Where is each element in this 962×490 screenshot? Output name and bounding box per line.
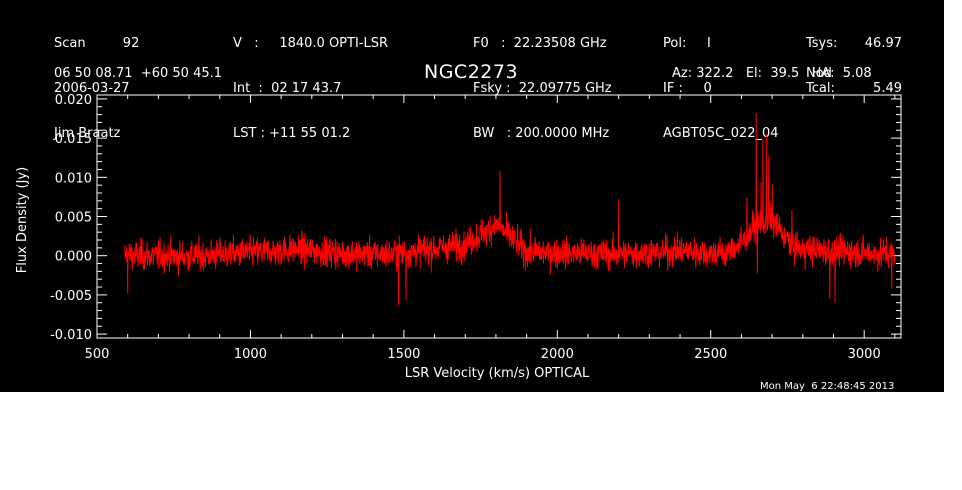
integration-time: Int : 02 17 43.7 (233, 81, 342, 96)
plot-frame (96, 94, 902, 339)
velocity-info: V : 1840.0 OPTI-LSR Int : 02 17 43.7 LST… (233, 6, 388, 156)
bandwidth: BW : 200.0000 MHz (473, 126, 610, 141)
x-tick-label: 500 (85, 347, 110, 362)
y-tick-label: 0.005 (55, 211, 92, 226)
tsys-label: Tsys: (806, 36, 838, 51)
procedure-info: Nod (806, 36, 832, 96)
axis-ticks: 500 1000 1500 2000 2500 3000 -0.010 -0.005 0.000… (50, 93, 901, 362)
system-temp-values: 46.97 5.49 (850, 6, 902, 111)
lst-value: LST : +11 55 01.2 (233, 126, 351, 141)
y-tick-label: 0.010 (55, 171, 92, 186)
observer-name: Jim Braatz (54, 126, 121, 141)
procedure-name: Nod (806, 66, 832, 81)
if-number: IF : 0 (663, 81, 712, 96)
x-tick-label: 1000 (234, 347, 267, 362)
source-coordinates: 06 50 08.71 +60 50 45.1 (54, 66, 223, 81)
x-tick-label: 2500 (694, 347, 727, 362)
x-tick-label: 2000 (541, 347, 574, 362)
y-tick-label: 0.015 (55, 132, 92, 147)
scan-info: Scan 92 2006-03-27 Jim Braatz (54, 6, 139, 156)
y-axis-label: Flux Density (Jy) (15, 167, 30, 273)
plot-timestamp: Mon May 6 22:48:45 2013 (760, 381, 895, 392)
spectrum-series (124, 113, 896, 306)
x-tick-label: 1500 (387, 347, 420, 362)
source-name-title: NGC2273 (424, 61, 519, 83)
polarization: Pol: I (663, 36, 711, 51)
x-tick-label: 3000 (848, 347, 881, 362)
tsys-value: 46.97 (864, 36, 902, 51)
spectrum-line (124, 113, 896, 306)
project-id: AGBT05C_022_04 (663, 126, 779, 141)
tcal-label: Tcal: (806, 81, 835, 96)
tcal-value: 5.49 (873, 81, 902, 96)
az-el-ha: Az: 322.2 El: 39.5 HA: 5.08 (672, 66, 872, 81)
sky-frequency: Fsky : 22.09775 GHz (473, 81, 612, 96)
scan-number: Scan 92 (54, 36, 140, 51)
y-tick-label: -0.005 (50, 289, 92, 304)
system-temp-labels: Tsys: Tcal: (806, 6, 837, 111)
y-tick-label: 0.000 (55, 250, 92, 265)
scan-date: 2006-03-27 (54, 81, 130, 96)
x-axis-label: LSR Velocity (km/s) OPTICAL (405, 366, 590, 381)
y-tick-label: 0.020 (55, 93, 92, 108)
polarization-info: Pol: I IF : 0 AGBT05C_022_04 (663, 6, 779, 156)
plot-panel (0, 0, 944, 392)
y-tick-label: -0.010 (50, 328, 92, 343)
velocity-value: V : 1840.0 OPTI-LSR (233, 36, 389, 51)
frequency-info: F0 : 22.23508 GHz Fsky : 22.09775 GHz BW… (473, 6, 612, 156)
rest-frequency: F0 : 22.23508 GHz (473, 36, 607, 51)
